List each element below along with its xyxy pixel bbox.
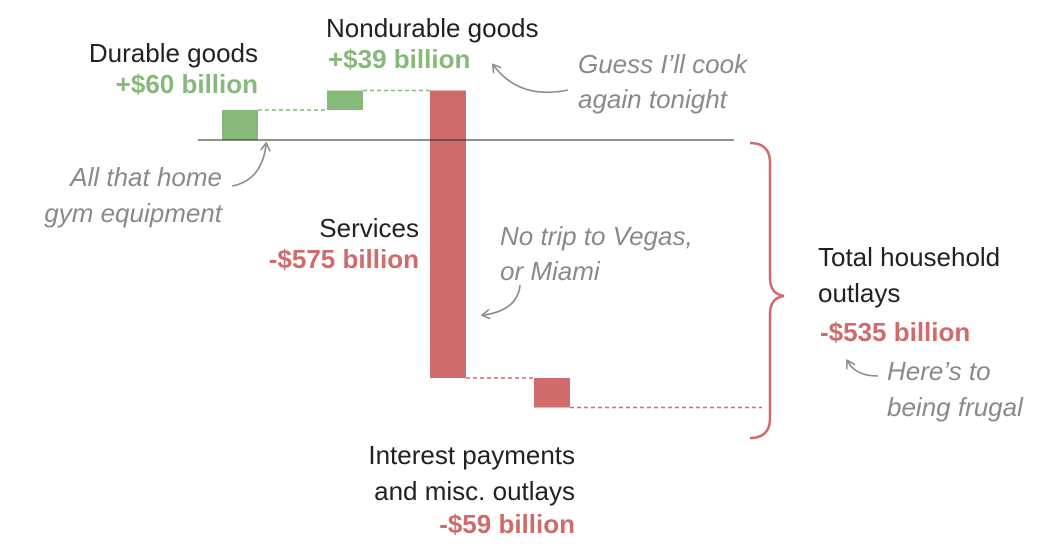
- interest-payments-value: -$59 billion: [439, 509, 575, 539]
- annotation-durable-line2: gym equipment: [44, 198, 224, 228]
- arrow-services: [484, 284, 521, 315]
- interest-payments-label-line2: and misc. outlays: [374, 476, 575, 506]
- connector-lines: [258, 89, 762, 409]
- nondurable-goods-bar: [327, 90, 363, 110]
- annotation-durable-line1: All that home: [68, 162, 222, 192]
- durable-goods-bar: [222, 110, 258, 140]
- services-label: Services: [319, 213, 419, 243]
- annotation-total-line1: Here’s to: [887, 356, 991, 386]
- nondurable-goods-value: +$39 billion: [328, 44, 470, 74]
- annotation-services-line1: No trip to Vegas,: [500, 221, 693, 251]
- annotation-services-line2: or Miami: [500, 256, 601, 286]
- arrow-total: [848, 362, 879, 377]
- durable-goods-value: +$60 billion: [116, 69, 258, 99]
- annotation-total-line2: being frugal: [887, 392, 1024, 422]
- total-outlays-value: -$535 billion: [820, 317, 970, 347]
- arrow-durable: [231, 145, 266, 187]
- services-value: -$575 billion: [269, 244, 419, 274]
- durable-goods-label: Durable goods: [89, 38, 258, 68]
- total-outlays-label: Total household: [818, 242, 1000, 272]
- total-outlays-label-line2: outlays: [818, 278, 900, 308]
- annotation-nondurable-line2: again tonight: [578, 84, 729, 114]
- interest-payments-label: Interest payments: [368, 440, 575, 470]
- annotation-nondurable-line1: Guess I’ll cook: [578, 49, 749, 79]
- nondurable-goods-label: Nondurable goods: [326, 13, 539, 43]
- bars: [222, 90, 570, 408]
- arrow-nondurable: [494, 66, 569, 94]
- total-bracket: [749, 141, 785, 440]
- services-bar: [430, 90, 466, 378]
- interest-payments-bar: [534, 378, 570, 408]
